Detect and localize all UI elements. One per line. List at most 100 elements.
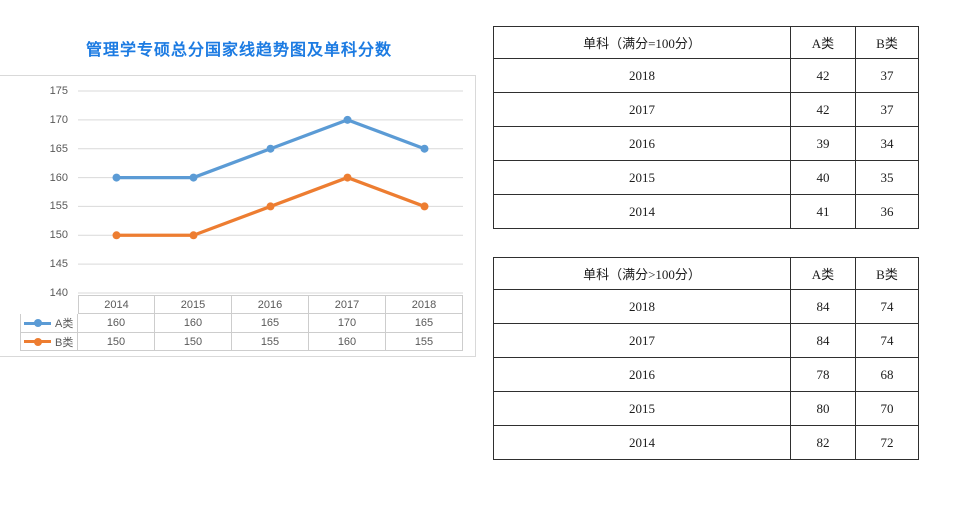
score-cell: 42 <box>790 58 856 93</box>
chart-table-year: 2015 <box>155 295 232 314</box>
score-table-header-cell: B类 <box>855 257 919 290</box>
y-axis-label: 145 <box>49 258 68 271</box>
score-cell: 35 <box>855 160 919 195</box>
score-cell: 72 <box>855 425 919 460</box>
chart-table-value: 155 <box>386 333 463 351</box>
score-table-head: 单科（满分>100分） A类 B类 <box>493 257 919 290</box>
chart-table-value: 150 <box>78 333 155 351</box>
score-cell: 40 <box>790 160 856 195</box>
score-table-row: 2014 41 36 <box>493 194 919 229</box>
data-point-B类-2017 <box>343 173 352 182</box>
chart-table-value: 165 <box>386 314 463 333</box>
score-cell: 2017 <box>493 92 791 127</box>
data-point-A类-2017 <box>343 115 352 124</box>
score-table-row: 2018 84 74 <box>493 289 919 324</box>
score-cell: 39 <box>790 126 856 161</box>
score-cell: 42 <box>790 92 856 127</box>
score-cell: 2014 <box>493 425 791 460</box>
score-cell: 37 <box>855 58 919 93</box>
legend-line-marker <box>24 337 51 346</box>
score-table-row: 2017 84 74 <box>493 323 919 358</box>
score-cell: 37 <box>855 92 919 127</box>
score-table-row: 2017 42 37 <box>493 92 919 127</box>
legend-dot-marker <box>34 337 42 346</box>
score-table-row: 2018 42 37 <box>493 58 919 93</box>
y-axis-label: 140 <box>49 287 68 299</box>
chart-table-value: 160 <box>78 314 155 333</box>
score-table-header-row: 单科（满分=100分） A类 B类 <box>493 26 919 59</box>
chart-table-year: 2017 <box>309 295 386 314</box>
legend-item-B类: B类 <box>20 333 78 351</box>
score-cell: 84 <box>790 323 856 358</box>
score-cell: 70 <box>855 391 919 426</box>
chart-table-value: 160 <box>309 333 386 351</box>
score-cell: 2016 <box>493 357 791 392</box>
score-table-row: 2015 80 70 <box>493 391 919 426</box>
data-point-B类-2018 <box>420 202 429 211</box>
y-axis-label: 175 <box>49 85 68 97</box>
legend-label: B类 <box>55 336 74 349</box>
score-cell: 68 <box>855 357 919 392</box>
score-cell: 36 <box>855 194 919 229</box>
score-cell: 74 <box>855 323 919 358</box>
score-cell: 80 <box>790 391 856 426</box>
chart-table-year: 2014 <box>78 295 155 314</box>
score-cell: 41 <box>790 194 856 229</box>
chart-table-value: 170 <box>309 314 386 333</box>
legend-item-A类: A类 <box>20 314 78 333</box>
score-cell: 2015 <box>493 160 791 195</box>
score-cell: 82 <box>790 425 856 460</box>
score-cell: 34 <box>855 126 919 161</box>
y-axis-label: 170 <box>49 113 68 126</box>
y-axis-label: 160 <box>49 171 68 184</box>
data-point-B类-2015 <box>189 231 198 240</box>
score-table-row: 2015 40 35 <box>493 160 919 195</box>
score-table-1: 单科（满分=100分） A类 B类 2018 42 37 2017 42 37 2016 39 34 2… <box>493 26 919 229</box>
score-table-head: 单科（满分=100分） A类 B类 <box>493 26 919 59</box>
score-cell: 74 <box>855 289 919 324</box>
data-point-A类-2016 <box>266 144 275 153</box>
score-table-body: 2018 84 74 2017 84 74 2016 78 68 2015 80 70 2014 82 72 <box>493 289 919 460</box>
score-cell: 2016 <box>493 126 791 161</box>
score-table-header-cell: 单科（满分=100分） <box>493 26 791 59</box>
score-table-body: 2018 42 37 2017 42 37 2016 39 34 2015 40 35 2014 41 36 <box>493 58 919 229</box>
score-table-header-cell: A类 <box>790 26 856 59</box>
chart-table-corner <box>20 295 78 314</box>
legend-dot-marker <box>34 319 42 327</box>
score-cell: 2018 <box>493 58 791 93</box>
chart-table-value: 155 <box>232 333 309 351</box>
data-point-A类-2015 <box>189 173 198 182</box>
score-table-2: 单科（满分>100分） A类 B类 2018 84 74 2017 84 74 2016 78 68 2… <box>493 257 919 460</box>
score-table-header-cell: B类 <box>855 26 919 59</box>
score-cell: 2015 <box>493 391 791 426</box>
score-table-header-cell: 单科（满分>100分） <box>493 257 791 290</box>
data-point-A类-2014 <box>112 173 121 182</box>
chart-table-value: 160 <box>155 314 232 333</box>
score-table-row: 2016 78 68 <box>493 357 919 392</box>
chart-table-value: 165 <box>232 314 309 333</box>
chart-table-value: 150 <box>155 333 232 351</box>
chart-table-year: 2016 <box>232 295 309 314</box>
legend-line-marker <box>24 319 51 327</box>
y-axis-label: 155 <box>49 200 68 213</box>
score-cell: 2018 <box>493 289 791 324</box>
legend-label: A类 <box>55 318 74 330</box>
score-table-row: 2014 82 72 <box>493 425 919 460</box>
data-point-B类-2016 <box>266 202 275 211</box>
data-point-A类-2018 <box>420 144 429 153</box>
score-cell: 78 <box>790 357 856 392</box>
score-table-header-cell: A类 <box>790 257 856 290</box>
chart-table-year: 2018 <box>386 295 463 314</box>
score-table-header-row: 单科（满分>100分） A类 B类 <box>493 257 919 290</box>
line-chart-plot <box>78 90 463 294</box>
chart-data-table: 2014 2015 2016 2017 2018 A类 160 160 165 170 165 B类 1… <box>20 295 463 351</box>
chart-title: 管理学专硕总分国家线趋势图及单科分数 <box>85 42 392 59</box>
y-axis-label: 165 <box>49 142 68 155</box>
score-cell: 84 <box>790 289 856 324</box>
score-table-row: 2016 39 34 <box>493 126 919 161</box>
data-point-B类-2014 <box>112 231 121 240</box>
score-cell: 2017 <box>493 323 791 358</box>
score-cell: 2014 <box>493 194 791 229</box>
y-axis-label: 150 <box>49 229 68 242</box>
